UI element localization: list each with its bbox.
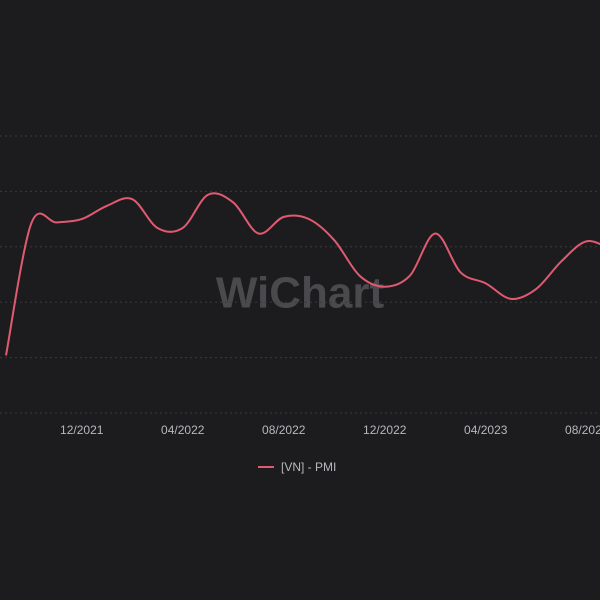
legend-label: [VN] - PMI bbox=[281, 460, 336, 474]
x-tick-label: 12/2022 bbox=[363, 423, 407, 437]
x-tick-label: 08/2023 bbox=[565, 423, 600, 437]
x-tick-label: 04/2023 bbox=[464, 423, 508, 437]
x-tick-label: 08/2022 bbox=[262, 423, 306, 437]
x-tick-label: 12/2021 bbox=[60, 423, 104, 437]
x-tick-label: 04/2022 bbox=[161, 423, 205, 437]
line bbox=[5, 192, 600, 356]
watermark: WiChart bbox=[216, 269, 385, 318]
